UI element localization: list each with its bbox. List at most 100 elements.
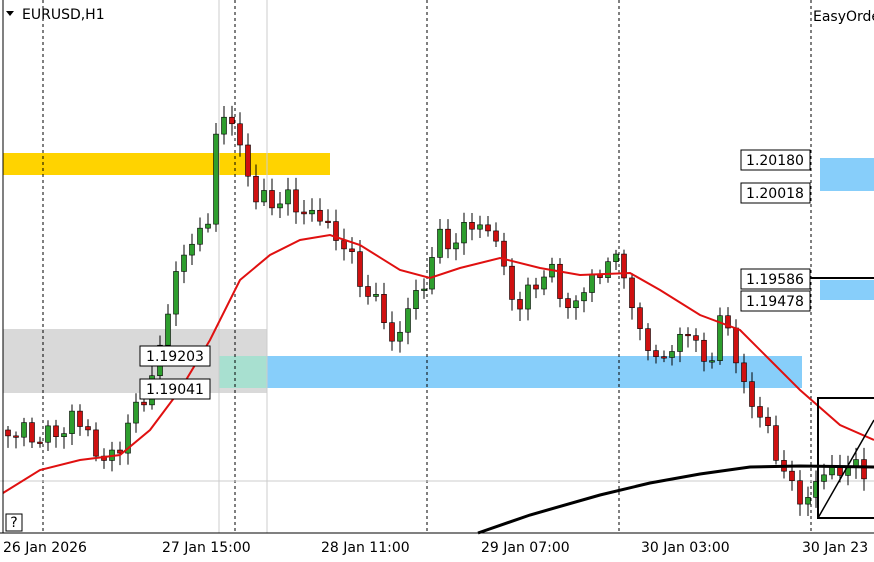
candle-body bbox=[13, 435, 19, 438]
candle-body bbox=[365, 286, 371, 297]
time-label: 28 Jan 11:00 bbox=[321, 540, 410, 556]
candle-body bbox=[165, 313, 171, 346]
price-box bbox=[139, 378, 211, 400]
moving-average-red bbox=[2, 233, 874, 494]
candle-body bbox=[5, 429, 11, 437]
period-separators bbox=[42, 0, 812, 533]
price-label: 1.19478 bbox=[746, 294, 804, 310]
candle-body bbox=[413, 290, 419, 309]
price-label: 1.20180 bbox=[746, 153, 804, 169]
candle-body bbox=[197, 227, 203, 245]
candle-body bbox=[653, 350, 659, 357]
candle-body bbox=[173, 271, 179, 315]
price-labels: 1.20180 1.20018 1.19586 1.19478 1.19203 … bbox=[139, 149, 811, 400]
candles bbox=[5, 105, 867, 516]
candle-body bbox=[693, 335, 699, 341]
candle-body bbox=[613, 253, 619, 262]
candle-body bbox=[605, 261, 611, 278]
candle-body bbox=[789, 470, 795, 481]
candle-body bbox=[749, 381, 755, 407]
candle-body bbox=[85, 426, 91, 431]
time-axis: 26 Jan 2026 27 Jan 15:00 28 Jan 11:00 29… bbox=[3, 540, 868, 556]
candle-body bbox=[645, 328, 651, 351]
candle-body bbox=[349, 248, 355, 252]
candle-body bbox=[317, 209, 323, 222]
price-label: 1.19203 bbox=[146, 349, 204, 365]
candle-body bbox=[125, 422, 131, 454]
candle-body bbox=[37, 441, 43, 444]
candle-body bbox=[29, 422, 35, 443]
price-box bbox=[740, 149, 811, 171]
candle-body bbox=[581, 292, 587, 302]
candle-body bbox=[477, 224, 483, 230]
candle-body bbox=[77, 410, 83, 427]
candle-body bbox=[669, 351, 675, 358]
price-label: 1.20018 bbox=[746, 186, 804, 202]
price-box bbox=[740, 268, 811, 290]
candle-body bbox=[469, 222, 475, 230]
candle-body bbox=[189, 243, 195, 256]
candle-body bbox=[765, 416, 771, 426]
trade-objects bbox=[811, 277, 874, 519]
candle-body bbox=[733, 327, 739, 364]
candle-body bbox=[453, 242, 459, 250]
zone-blue-right bbox=[820, 158, 874, 191]
panel-label: EasyOrde bbox=[813, 9, 874, 25]
time-label: 27 Jan 15:00 bbox=[162, 540, 251, 556]
candle-body bbox=[381, 294, 387, 323]
candle-body bbox=[533, 284, 539, 290]
candle-body bbox=[589, 273, 595, 293]
candle-body bbox=[21, 422, 27, 438]
candle-body bbox=[389, 322, 395, 342]
candle-body bbox=[437, 228, 443, 258]
zone-blue-right bbox=[820, 280, 874, 300]
candle-body bbox=[661, 356, 667, 359]
price-label: 1.19041 bbox=[146, 382, 204, 398]
candle-body bbox=[245, 144, 251, 177]
price-box bbox=[139, 345, 211, 367]
order-box bbox=[817, 397, 874, 519]
candle-body bbox=[261, 190, 267, 203]
candle-body bbox=[421, 288, 427, 291]
candle-body bbox=[557, 263, 563, 299]
candle-body bbox=[269, 190, 275, 209]
candle-body bbox=[725, 315, 731, 329]
candle-body bbox=[677, 333, 683, 352]
zone-overlap bbox=[219, 356, 267, 388]
candle-body bbox=[493, 230, 499, 242]
candle-body bbox=[525, 284, 531, 310]
candle-body bbox=[773, 425, 779, 461]
candle-body bbox=[325, 220, 331, 223]
help-button[interactable] bbox=[5, 513, 23, 532]
candle-body bbox=[61, 433, 67, 438]
help-text: ? bbox=[10, 515, 17, 531]
menu-arrow[interactable] bbox=[6, 11, 14, 16]
candle-body bbox=[309, 209, 315, 215]
candle-body bbox=[685, 333, 691, 337]
order-diagonal bbox=[817, 419, 874, 519]
candle-body bbox=[757, 406, 763, 418]
candle-body bbox=[133, 401, 139, 424]
price-label: 1.19586 bbox=[746, 272, 804, 288]
candle-body bbox=[293, 189, 299, 213]
candle-body bbox=[397, 331, 403, 342]
candle-body bbox=[117, 449, 123, 454]
candle-body bbox=[501, 240, 507, 267]
candle-body bbox=[333, 221, 339, 241]
candle-body bbox=[213, 133, 219, 225]
candle-body bbox=[541, 276, 547, 290]
candle-body bbox=[637, 307, 643, 329]
candle-body bbox=[53, 425, 59, 438]
candle-body bbox=[485, 224, 491, 232]
time-label: 30 Jan 03:00 bbox=[641, 540, 730, 556]
candle-body bbox=[861, 459, 867, 480]
candle-body bbox=[253, 175, 259, 203]
candle-body bbox=[69, 410, 75, 434]
candle-body bbox=[717, 315, 723, 361]
candle-body bbox=[573, 300, 579, 309]
candle-body bbox=[141, 401, 147, 406]
candle-body bbox=[93, 429, 99, 457]
zone-yellow bbox=[3, 153, 330, 175]
candle-body bbox=[301, 211, 307, 215]
